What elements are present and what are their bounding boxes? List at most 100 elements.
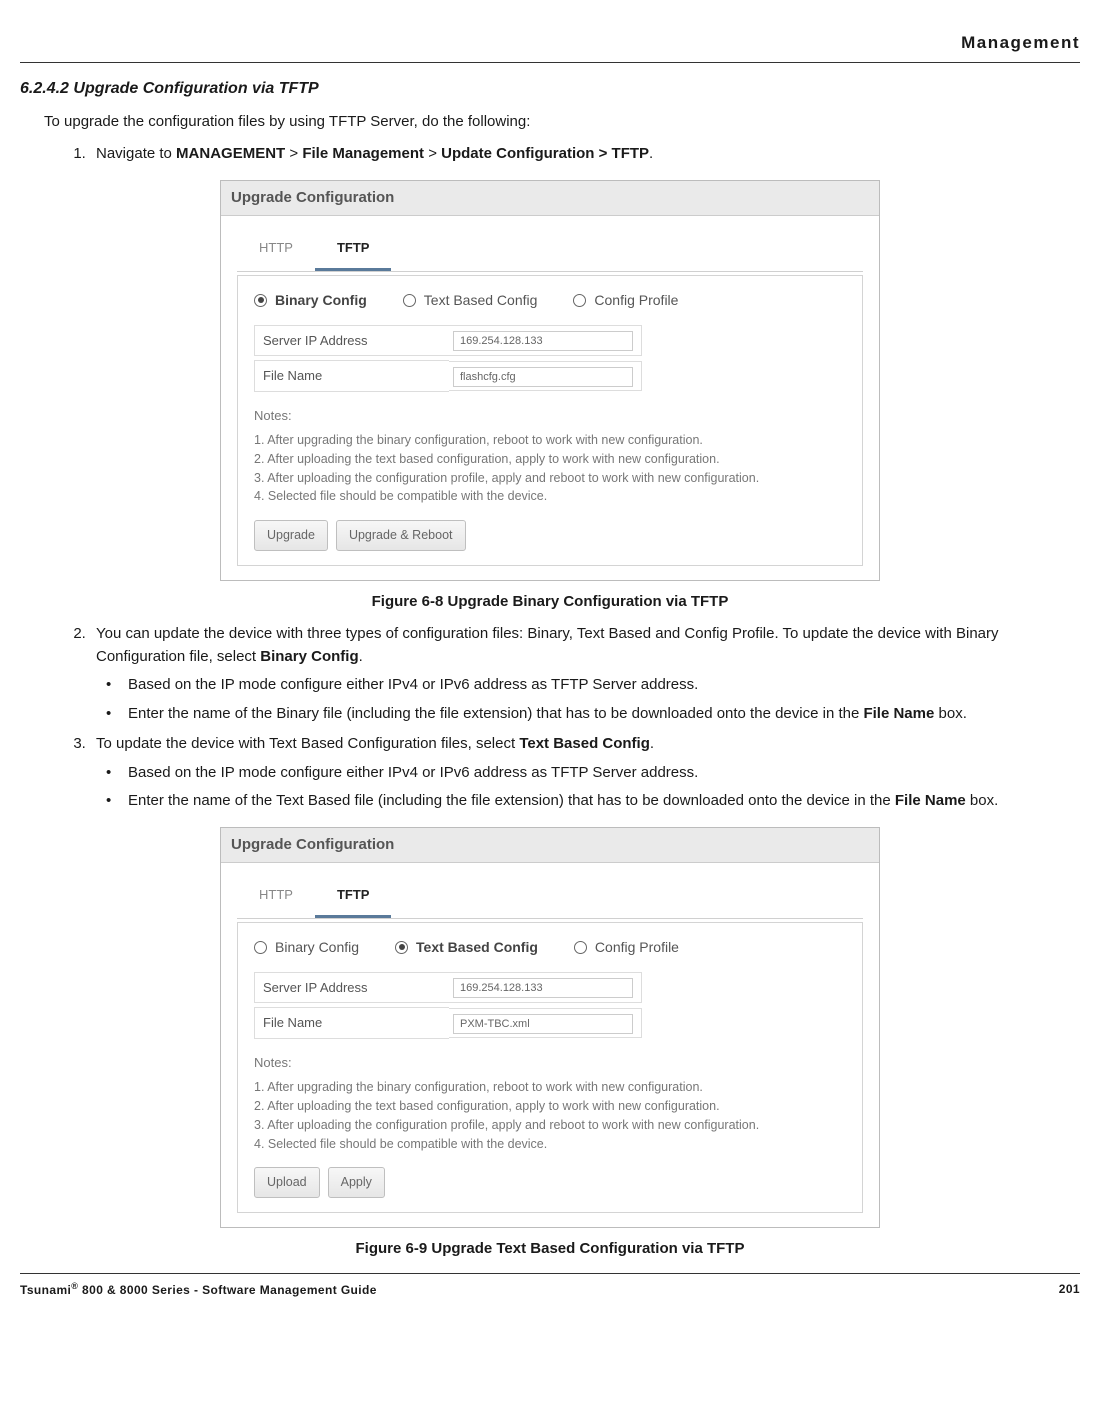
radio-profile-label: Config Profile [594, 290, 678, 311]
step2-sub2-bold: File Name [863, 705, 934, 722]
step2-text: You can update the device with three typ… [96, 625, 999, 665]
radio-binary[interactable]: Binary Config [254, 290, 367, 311]
radio-binary-label: Binary Config [275, 290, 367, 311]
tab-http[interactable]: HTTP [237, 230, 315, 271]
radio-icon [573, 294, 586, 307]
server-label: Server IP Address [254, 325, 449, 357]
note-4: 4. Selected file should be compatible wi… [254, 487, 846, 506]
footer-left: Tsunami® 800 & 8000 Series - Software Ma… [20, 1280, 377, 1299]
nav-file-mgmt: File Management [302, 145, 424, 162]
step3-sub2a: Enter the name of the Text Based file (i… [128, 792, 895, 809]
server-input-2[interactable] [453, 978, 633, 998]
section-number: 6.2.4.2 [20, 80, 69, 97]
intro-text: To upgrade the configuration files by us… [44, 111, 1080, 134]
tab-http-2[interactable]: HTTP [237, 877, 315, 918]
panel-title-1: Upgrade Configuration [221, 181, 879, 217]
step-2: You can update the device with three typ… [90, 623, 1080, 725]
note2-1: 1. After upgrading the binary configurat… [254, 1078, 846, 1097]
nav-management: MANAGEMENT [176, 145, 285, 162]
footer-brand: Tsunami [20, 1283, 71, 1297]
file-label-2: File Name [254, 1007, 449, 1039]
radio-binary-2[interactable]: Binary Config [254, 937, 359, 958]
server-input[interactable] [453, 331, 633, 351]
steps-list-cont: You can update the device with three typ… [68, 623, 1080, 813]
note-3: 3. After uploading the configuration pro… [254, 469, 846, 488]
figure-1-caption: Figure 6-8 Upgrade Binary Configuration … [20, 591, 1080, 614]
panel-title-2: Upgrade Configuration [221, 828, 879, 864]
upload-button[interactable]: Upload [254, 1167, 320, 1198]
step2-sub2a: Enter the name of the Binary file (inclu… [128, 705, 863, 722]
radio-text-label-2: Text Based Config [416, 937, 538, 958]
file-input-2[interactable] [453, 1014, 633, 1034]
radio-text[interactable]: Text Based Config [403, 290, 538, 311]
radio-row-2: Binary Config Text Based Config Config P… [254, 937, 846, 958]
sep1: > [285, 145, 302, 162]
server-row: Server IP Address [254, 325, 846, 357]
step-1: Navigate to MANAGEMENT > File Management… [90, 143, 1080, 166]
section-title: Upgrade Configuration via TFTP [73, 80, 318, 97]
radio-icon [403, 294, 416, 307]
tftp-panel-2: Binary Config Text Based Config Config P… [237, 922, 863, 1213]
radio-icon [254, 294, 267, 307]
step1-end: . [649, 145, 653, 162]
notes-list: 1. After upgrading the binary configurat… [254, 431, 846, 506]
step3-sub2b: box. [966, 792, 999, 809]
tabs-2: HTTP TFTP [237, 877, 863, 919]
radio-profile-label-2: Config Profile [595, 937, 679, 958]
screenshot-1: Upgrade Configuration HTTP TFTP Binary C… [220, 180, 880, 581]
tftp-panel-1: Binary Config Text Based Config Config P… [237, 275, 863, 566]
radio-icon [574, 941, 587, 954]
note2-3: 3. After uploading the configuration pro… [254, 1116, 846, 1135]
step2-end: . [359, 648, 363, 665]
tab-tftp-2[interactable]: TFTP [315, 877, 392, 918]
file-row-2: File Name [254, 1007, 846, 1039]
step3-end: . [650, 735, 654, 752]
server-row-2: Server IP Address [254, 972, 846, 1004]
apply-button[interactable]: Apply [328, 1167, 385, 1198]
button-row-2: Upload Apply [254, 1167, 846, 1198]
step2-sub2: Enter the name of the Binary file (inclu… [124, 703, 1080, 726]
radio-binary-label-2: Binary Config [275, 937, 359, 958]
step2-bold: Binary Config [260, 648, 358, 665]
radio-row-1: Binary Config Text Based Config Config P… [254, 290, 846, 311]
note2-2: 2. After uploading the text based config… [254, 1097, 846, 1116]
radio-profile-2[interactable]: Config Profile [574, 937, 679, 958]
file-label: File Name [254, 360, 449, 392]
sep2: > [424, 145, 441, 162]
step3-sublist: Based on the IP mode configure either IP… [102, 762, 1080, 813]
screenshot-2: Upgrade Configuration HTTP TFTP Binary C… [220, 827, 880, 1228]
note-2: 2. After uploading the text based config… [254, 450, 846, 469]
steps-list: Navigate to MANAGEMENT > File Management… [68, 143, 1080, 166]
footer-title: 800 & 8000 Series - Software Management … [78, 1283, 377, 1297]
figure-2: Upgrade Configuration HTTP TFTP Binary C… [20, 827, 1080, 1261]
radio-profile[interactable]: Config Profile [573, 290, 678, 311]
page-footer: Tsunami® 800 & 8000 Series - Software Ma… [20, 1280, 1080, 1299]
step2-sub1: Based on the IP mode configure either IP… [124, 674, 1080, 697]
chapter-header: Management [20, 30, 1080, 56]
step3-sub2-bold: File Name [895, 792, 966, 809]
notes-label-2: Notes: [254, 1053, 846, 1073]
radio-text-2[interactable]: Text Based Config [395, 937, 538, 958]
radio-icon [395, 941, 408, 954]
tab-tftp[interactable]: TFTP [315, 230, 392, 271]
step1-pre: Navigate to [96, 145, 176, 162]
header-rule [20, 62, 1080, 63]
nav-update-tftp: Update Configuration > TFTP [441, 145, 649, 162]
note-1: 1. After upgrading the binary configurat… [254, 431, 846, 450]
step2-sub2b: box. [934, 705, 967, 722]
button-row: Upgrade Upgrade & Reboot [254, 520, 846, 551]
step3-text: To update the device with Text Based Con… [96, 735, 519, 752]
notes-list-2: 1. After upgrading the binary configurat… [254, 1078, 846, 1153]
radio-text-label: Text Based Config [424, 290, 538, 311]
step2-sublist: Based on the IP mode configure either IP… [102, 674, 1080, 725]
step-3: To update the device with Text Based Con… [90, 733, 1080, 813]
file-input[interactable] [453, 367, 633, 387]
note2-4: 4. Selected file should be compatible wi… [254, 1135, 846, 1154]
figure-1: Upgrade Configuration HTTP TFTP Binary C… [20, 180, 1080, 614]
server-label-2: Server IP Address [254, 972, 449, 1004]
file-row: File Name [254, 360, 846, 392]
upgrade-button[interactable]: Upgrade [254, 520, 328, 551]
footer-rule [20, 1273, 1080, 1274]
footer-page: 201 [1059, 1280, 1080, 1299]
upgrade-reboot-button[interactable]: Upgrade & Reboot [336, 520, 466, 551]
